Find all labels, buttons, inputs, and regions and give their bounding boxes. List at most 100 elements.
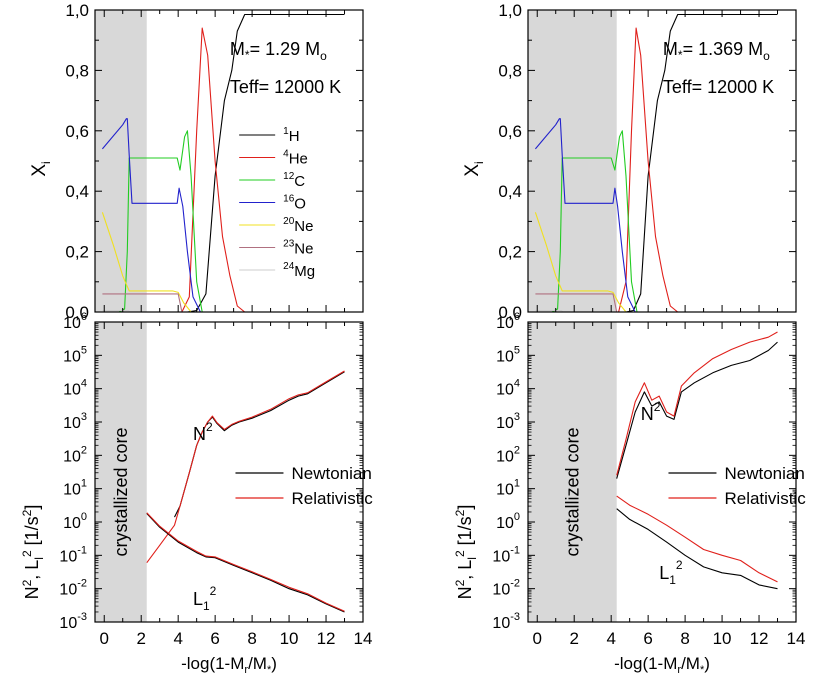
legend-label-relativistic: Relativistic: [291, 489, 373, 508]
series-line-4: [616, 495, 778, 583]
l2-curve-label: L12: [659, 558, 683, 587]
y-tick-label: 103: [496, 411, 520, 432]
y-axis-label: Xi: [462, 161, 486, 176]
y-tick-label: 0,4: [498, 182, 522, 201]
x-tick-label: 4: [606, 629, 615, 648]
series-line-3: [535, 130, 778, 312]
chart-panel-4: 10-3 10-2 10-1 100 101 102 103 104 105 106 0 2 4 6 8 10…: [453, 311, 806, 676]
series-line-4: [534, 118, 778, 312]
series-group: [146, 370, 345, 613]
legend-label-3: 12C: [283, 171, 305, 190]
y-tick-label: 106: [63, 311, 87, 332]
x-tick-label: 2: [136, 629, 145, 648]
y-axis-label: N2, Ll2 [1/s2]: [453, 505, 479, 600]
crystallized-core-label: crystallized core: [111, 427, 131, 556]
series-line-7: [102, 309, 345, 312]
y-tick-label: 106: [496, 311, 520, 332]
legend-label-newtonian: Newtonian: [291, 464, 371, 483]
series-line-3: [616, 508, 778, 590]
shaded-region: [95, 322, 147, 622]
y-tick-label: 100: [63, 511, 87, 532]
y-tick-label: 0,0: [498, 303, 522, 322]
crystallized-core-label: crystallized core: [562, 427, 582, 556]
series-group: [616, 331, 778, 590]
x-tick-label: 8: [680, 629, 689, 648]
series-line-6: [102, 293, 345, 312]
legend-label-5: 20Ne: [283, 216, 313, 235]
y-axis-label: N2, Ll2 [1/s2]: [20, 505, 46, 600]
y-tick-label: 10-2: [492, 578, 520, 599]
y-tick-label: 104: [63, 378, 87, 399]
x-tick-label: 14: [787, 629, 806, 648]
y-tick-label: 105: [63, 344, 87, 365]
y-tick-label: 0,2: [498, 243, 522, 262]
series-group: [534, 13, 778, 312]
series-line-2: [616, 331, 778, 476]
y-tick-label: 1,0: [498, 1, 522, 20]
x-tick-label: 8: [247, 629, 256, 648]
n2-curve-label: N2: [641, 400, 661, 424]
y-tick-label: 104: [496, 378, 520, 399]
series-line-7: [535, 309, 778, 312]
shaded-region: [528, 10, 617, 312]
legend-label-6: 23Ne: [283, 239, 313, 258]
x-tick-label: 4: [173, 629, 182, 648]
shaded-region: [95, 10, 147, 312]
x-tick-label: 12: [750, 629, 769, 648]
x-tick-label: 12: [317, 629, 336, 648]
x-tick-label: 10: [280, 629, 299, 648]
x-tick-label: 6: [643, 629, 652, 648]
series-line-3: [102, 130, 345, 312]
y-tick-label: 103: [63, 411, 87, 432]
series-line-4: [146, 512, 345, 612]
series-line-5: [101, 212, 345, 312]
shaded-region: [528, 322, 617, 622]
series-line-2: [102, 27, 345, 312]
y-tick-label: 10-3: [492, 611, 520, 632]
series-line-1: [616, 341, 778, 479]
y-tick-label: 0,8: [65, 61, 89, 80]
l2-curve-label: L12: [193, 584, 217, 613]
plot-frame: [94, 321, 364, 623]
series-line-3: [146, 513, 345, 613]
y-tick-label: 0,2: [65, 243, 89, 262]
y-tick-label: 100: [496, 511, 520, 532]
y-tick-label: 0,0: [65, 303, 89, 322]
x-tick-label: 0: [100, 629, 109, 648]
y-tick-label: 102: [63, 444, 87, 465]
legend-label-2: 4He: [283, 149, 308, 168]
y-tick-label: 10-3: [59, 611, 87, 632]
legend-label-1: 1H: [283, 126, 299, 145]
y-tick-label: 0,8: [498, 61, 522, 80]
legend-label-relativistic: Relativistic: [724, 489, 806, 508]
x-tick-label: 6: [210, 629, 219, 648]
y-tick-label: 10-1: [59, 544, 87, 565]
y-tick-label: 10-1: [492, 544, 520, 565]
legend-label-4: 16O: [283, 194, 306, 213]
teff-annotation: Teff= 12000 K: [663, 77, 774, 97]
y-tick-label: 0,4: [65, 182, 89, 201]
x-tick-label: 0: [533, 629, 542, 648]
mass-annotation: M*= 1.369 Mo: [663, 39, 770, 63]
series-line-5: [534, 212, 778, 312]
x-tick-label: 2: [569, 629, 578, 648]
y-tick-label: 105: [496, 344, 520, 365]
x-tick-label: 14: [354, 629, 373, 648]
legend-label-newtonian: Newtonian: [724, 464, 804, 483]
chart-panel-2: 0,0 0,2 0,4 0,6 0,8 1,0 Xi M*= 1.369 Mo Teff= 12…: [462, 1, 797, 322]
y-axis-label: Xi: [29, 161, 53, 176]
x-axis-label: -log(1-Mr/M*): [614, 654, 710, 676]
series-group: [101, 13, 345, 312]
y-tick-label: 0,6: [498, 122, 522, 141]
chart-panel-3: 10-3 10-2 10-1 100 101 102 103 104 105 106 0 2 4 6 8 10…: [20, 311, 373, 676]
plot-frame: [527, 321, 797, 623]
series-line-2: [535, 27, 778, 312]
y-tick-label: 1,0: [65, 1, 89, 20]
series-line-4: [101, 118, 345, 312]
y-tick-label: 101: [496, 478, 520, 499]
n2-curve-label: N2: [193, 420, 213, 444]
y-tick-label: 0,6: [65, 122, 89, 141]
y-tick-label: 102: [496, 444, 520, 465]
y-tick-label: 101: [63, 478, 87, 499]
